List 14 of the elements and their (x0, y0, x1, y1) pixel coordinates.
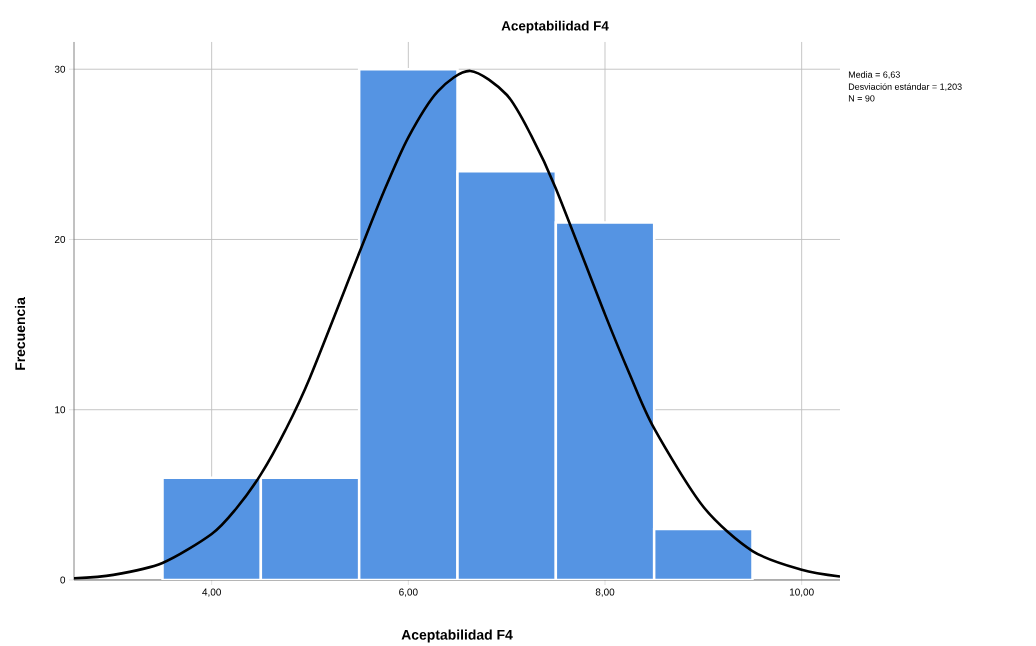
text: Desviación estándar = 1,203 (848, 83, 962, 91)
y-axis-title: Frecuencia (14, 297, 26, 370)
text: N = 90 (848, 95, 875, 102)
x-tick-label: 10,00 (789, 588, 814, 597)
x-tick-label: 8,00 (595, 588, 615, 597)
y-tick-label: 10 (55, 406, 66, 414)
y-tick-label: 0 (60, 576, 66, 584)
y-tick-label: 30 (54, 65, 66, 73)
x-tick-label: 6,00 (399, 588, 418, 597)
text: Media = 6,63 (848, 71, 900, 79)
x-tick-label: 4,00 (202, 588, 221, 597)
chart-title: Aceptabilidad F4 (501, 20, 609, 34)
x-axis-title: Aceptabilidad F4 (401, 629, 513, 643)
y-tick-label: 20 (54, 235, 66, 243)
